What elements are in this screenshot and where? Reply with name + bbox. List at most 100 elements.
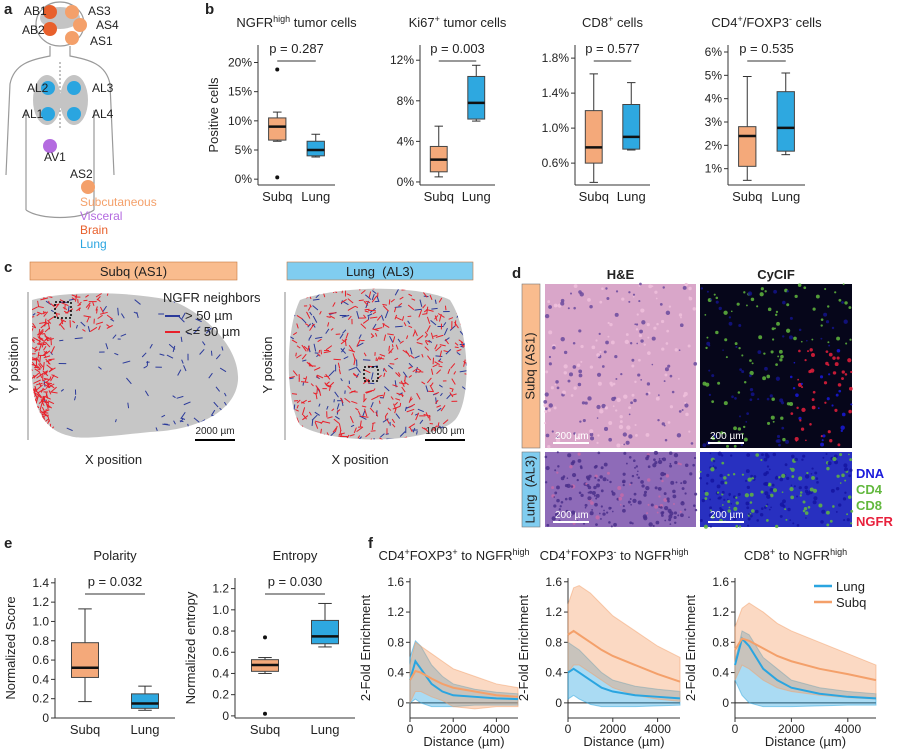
- cell: [589, 429, 594, 434]
- segment: [327, 416, 333, 419]
- cell: [715, 296, 719, 300]
- segment: [379, 437, 386, 440]
- box: [311, 619, 339, 645]
- segment: [313, 367, 321, 371]
- segment: [288, 375, 295, 379]
- segment: [333, 418, 340, 425]
- cell: [799, 494, 802, 497]
- segment: [421, 381, 426, 385]
- cell: [667, 421, 671, 424]
- y-tick-label: 15%: [228, 85, 252, 99]
- segment: [106, 314, 114, 320]
- y-tick-label: 0: [555, 696, 562, 710]
- cell: [827, 363, 830, 367]
- cell: [802, 509, 806, 513]
- cell: [587, 485, 592, 490]
- segment: [425, 340, 429, 346]
- segment: [32, 313, 36, 316]
- segment: [438, 297, 443, 303]
- segment: [83, 315, 92, 318]
- segment: [32, 358, 37, 361]
- segment: [362, 319, 369, 324]
- cell: [750, 474, 754, 478]
- segment: [89, 326, 98, 333]
- y-tick-label: 1.0: [32, 614, 49, 628]
- segment: [378, 357, 385, 360]
- cell: [749, 398, 753, 402]
- panel-label: e: [4, 535, 12, 552]
- segment: [313, 392, 317, 395]
- cell: [836, 356, 840, 360]
- segment: [370, 372, 374, 380]
- cell: [658, 394, 660, 396]
- cell: [556, 471, 559, 474]
- segment: [430, 332, 434, 340]
- y-tick-label: 0.6: [212, 645, 229, 659]
- cell: [838, 503, 842, 507]
- segment: [303, 430, 308, 435]
- cell: [710, 467, 715, 472]
- segment: [301, 381, 309, 383]
- cell: [795, 440, 798, 442]
- cell: [844, 373, 848, 376]
- cell: [579, 420, 582, 423]
- cell: [805, 339, 808, 342]
- segment: [374, 332, 378, 337]
- cell: [809, 487, 814, 492]
- segment: [35, 357, 40, 362]
- cell: [551, 430, 554, 433]
- cell: [573, 306, 576, 310]
- cell: [775, 313, 778, 317]
- segment: [330, 327, 334, 331]
- cell: [796, 406, 799, 410]
- segment: [434, 344, 438, 350]
- segment: [451, 294, 456, 301]
- box: [738, 126, 757, 167]
- cell: [708, 344, 711, 347]
- cell: [728, 506, 731, 509]
- cell: [737, 427, 742, 431]
- segment: [86, 316, 90, 323]
- segment: [41, 406, 46, 413]
- cell: [754, 509, 759, 514]
- segment: [120, 313, 125, 319]
- cell: [720, 431, 724, 435]
- cell: [556, 498, 560, 503]
- row-header-label: Lung (AL3): [522, 456, 537, 524]
- cell: [629, 498, 632, 500]
- segment: [408, 325, 413, 328]
- segment: [446, 393, 452, 400]
- segment: [117, 307, 119, 316]
- cell: [844, 479, 847, 482]
- segment: [376, 356, 380, 362]
- cell: [657, 418, 660, 422]
- cell: [544, 313, 550, 319]
- cell: [643, 343, 646, 346]
- mean-line: [734, 636, 877, 700]
- cell: [573, 284, 578, 288]
- cell: [839, 482, 842, 484]
- cell: [781, 491, 784, 494]
- title-part: to NGFR: [775, 548, 830, 563]
- cell: [585, 482, 588, 485]
- cell: [712, 459, 716, 463]
- segment: [413, 288, 417, 289]
- x-tick-label: Subq: [732, 189, 762, 204]
- cell: [612, 405, 615, 408]
- cell: [820, 318, 824, 321]
- segment: [306, 311, 311, 319]
- segment: [454, 342, 459, 346]
- cell: [680, 501, 685, 506]
- segment: [311, 419, 314, 426]
- segment: [394, 357, 399, 361]
- cell: [751, 509, 755, 513]
- panel-label: f: [368, 535, 374, 552]
- segment: [301, 437, 305, 440]
- segment: [303, 377, 307, 380]
- cell: [735, 496, 738, 499]
- y-tick-label: 0.2: [32, 692, 49, 706]
- cell: [577, 452, 581, 456]
- cell: [805, 439, 807, 442]
- cell: [694, 508, 698, 512]
- cell: [664, 373, 668, 377]
